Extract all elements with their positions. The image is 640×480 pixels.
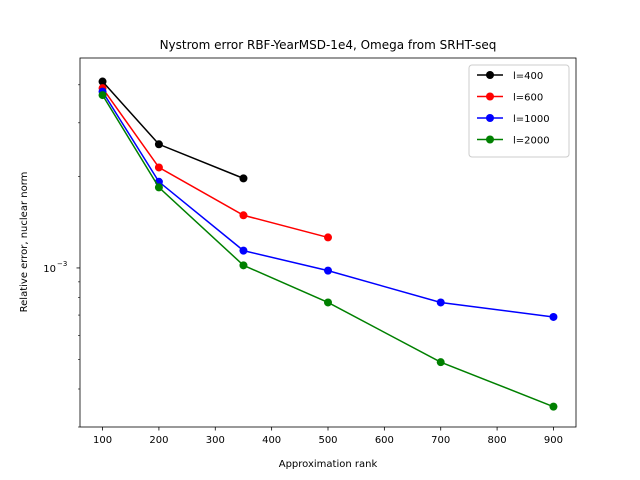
legend-label-l=1000: l=1000 — [513, 114, 550, 125]
chart-title: Nystrom error RBF-YearMSD-1e4, Omega fro… — [160, 38, 497, 52]
data-point-l=2000 — [549, 402, 558, 411]
y-tick-label-exponent: −3 — [57, 260, 67, 268]
legend-box — [468, 64, 570, 158]
data-point-l=400 — [98, 77, 107, 86]
legend-label-l=600: l=600 — [513, 93, 543, 104]
x-tick-label: 300 — [206, 435, 225, 446]
legend: l=400 l=600 l=1000 l=2000 — [468, 64, 570, 158]
x-axis-label: Approximation rank — [279, 459, 378, 470]
y-axis-label: Relative error, nuclear norm — [19, 172, 30, 313]
data-point-l=600 — [324, 233, 332, 242]
x-tick-label: 200 — [149, 435, 168, 446]
data-point-l=2000 — [324, 298, 332, 307]
data-point-l=600 — [239, 211, 248, 220]
x-tick-label: 100 — [93, 435, 112, 446]
data-point-l=2000 — [98, 91, 107, 100]
data-point-l=400 — [154, 140, 163, 149]
data-point-l=1000 — [436, 298, 445, 307]
x-axis: 100 200 300 400 500 600 700 800 900 — [93, 427, 563, 446]
legend-marker-l=1000 — [486, 114, 494, 122]
legend-marker-l=400 — [486, 71, 494, 79]
y-tick-label: 10 — [43, 264, 56, 275]
plot-area — [98, 77, 558, 411]
series-line-l=1000 — [101, 91, 554, 318]
data-point-l=2000 — [239, 261, 248, 270]
series-line-l=600 — [101, 87, 329, 239]
series-line-l=2000 — [101, 94, 554, 408]
data-point-l=400 — [239, 174, 248, 183]
data-point-l=600 — [154, 163, 163, 172]
x-tick-label: 400 — [262, 435, 281, 446]
x-tick-label: 600 — [375, 435, 394, 446]
data-point-l=1000 — [549, 312, 558, 321]
legend-label-l=2000: l=2000 — [513, 136, 550, 147]
x-tick-label: 900 — [544, 435, 563, 446]
data-point-l=2000 — [436, 358, 445, 367]
legend-label-l=400: l=400 — [513, 71, 543, 82]
x-tick-label: 800 — [488, 435, 507, 446]
x-tick-label: 500 — [318, 435, 337, 446]
legend-marker-l=600 — [486, 92, 494, 101]
x-tick-label: 700 — [431, 435, 450, 446]
data-point-l=1000 — [324, 266, 332, 275]
data-point-l=1000 — [239, 246, 248, 255]
y-axis: 10 −3 — [43, 84, 80, 428]
data-point-l=2000 — [154, 183, 163, 192]
legend-marker-l=2000 — [486, 135, 494, 144]
